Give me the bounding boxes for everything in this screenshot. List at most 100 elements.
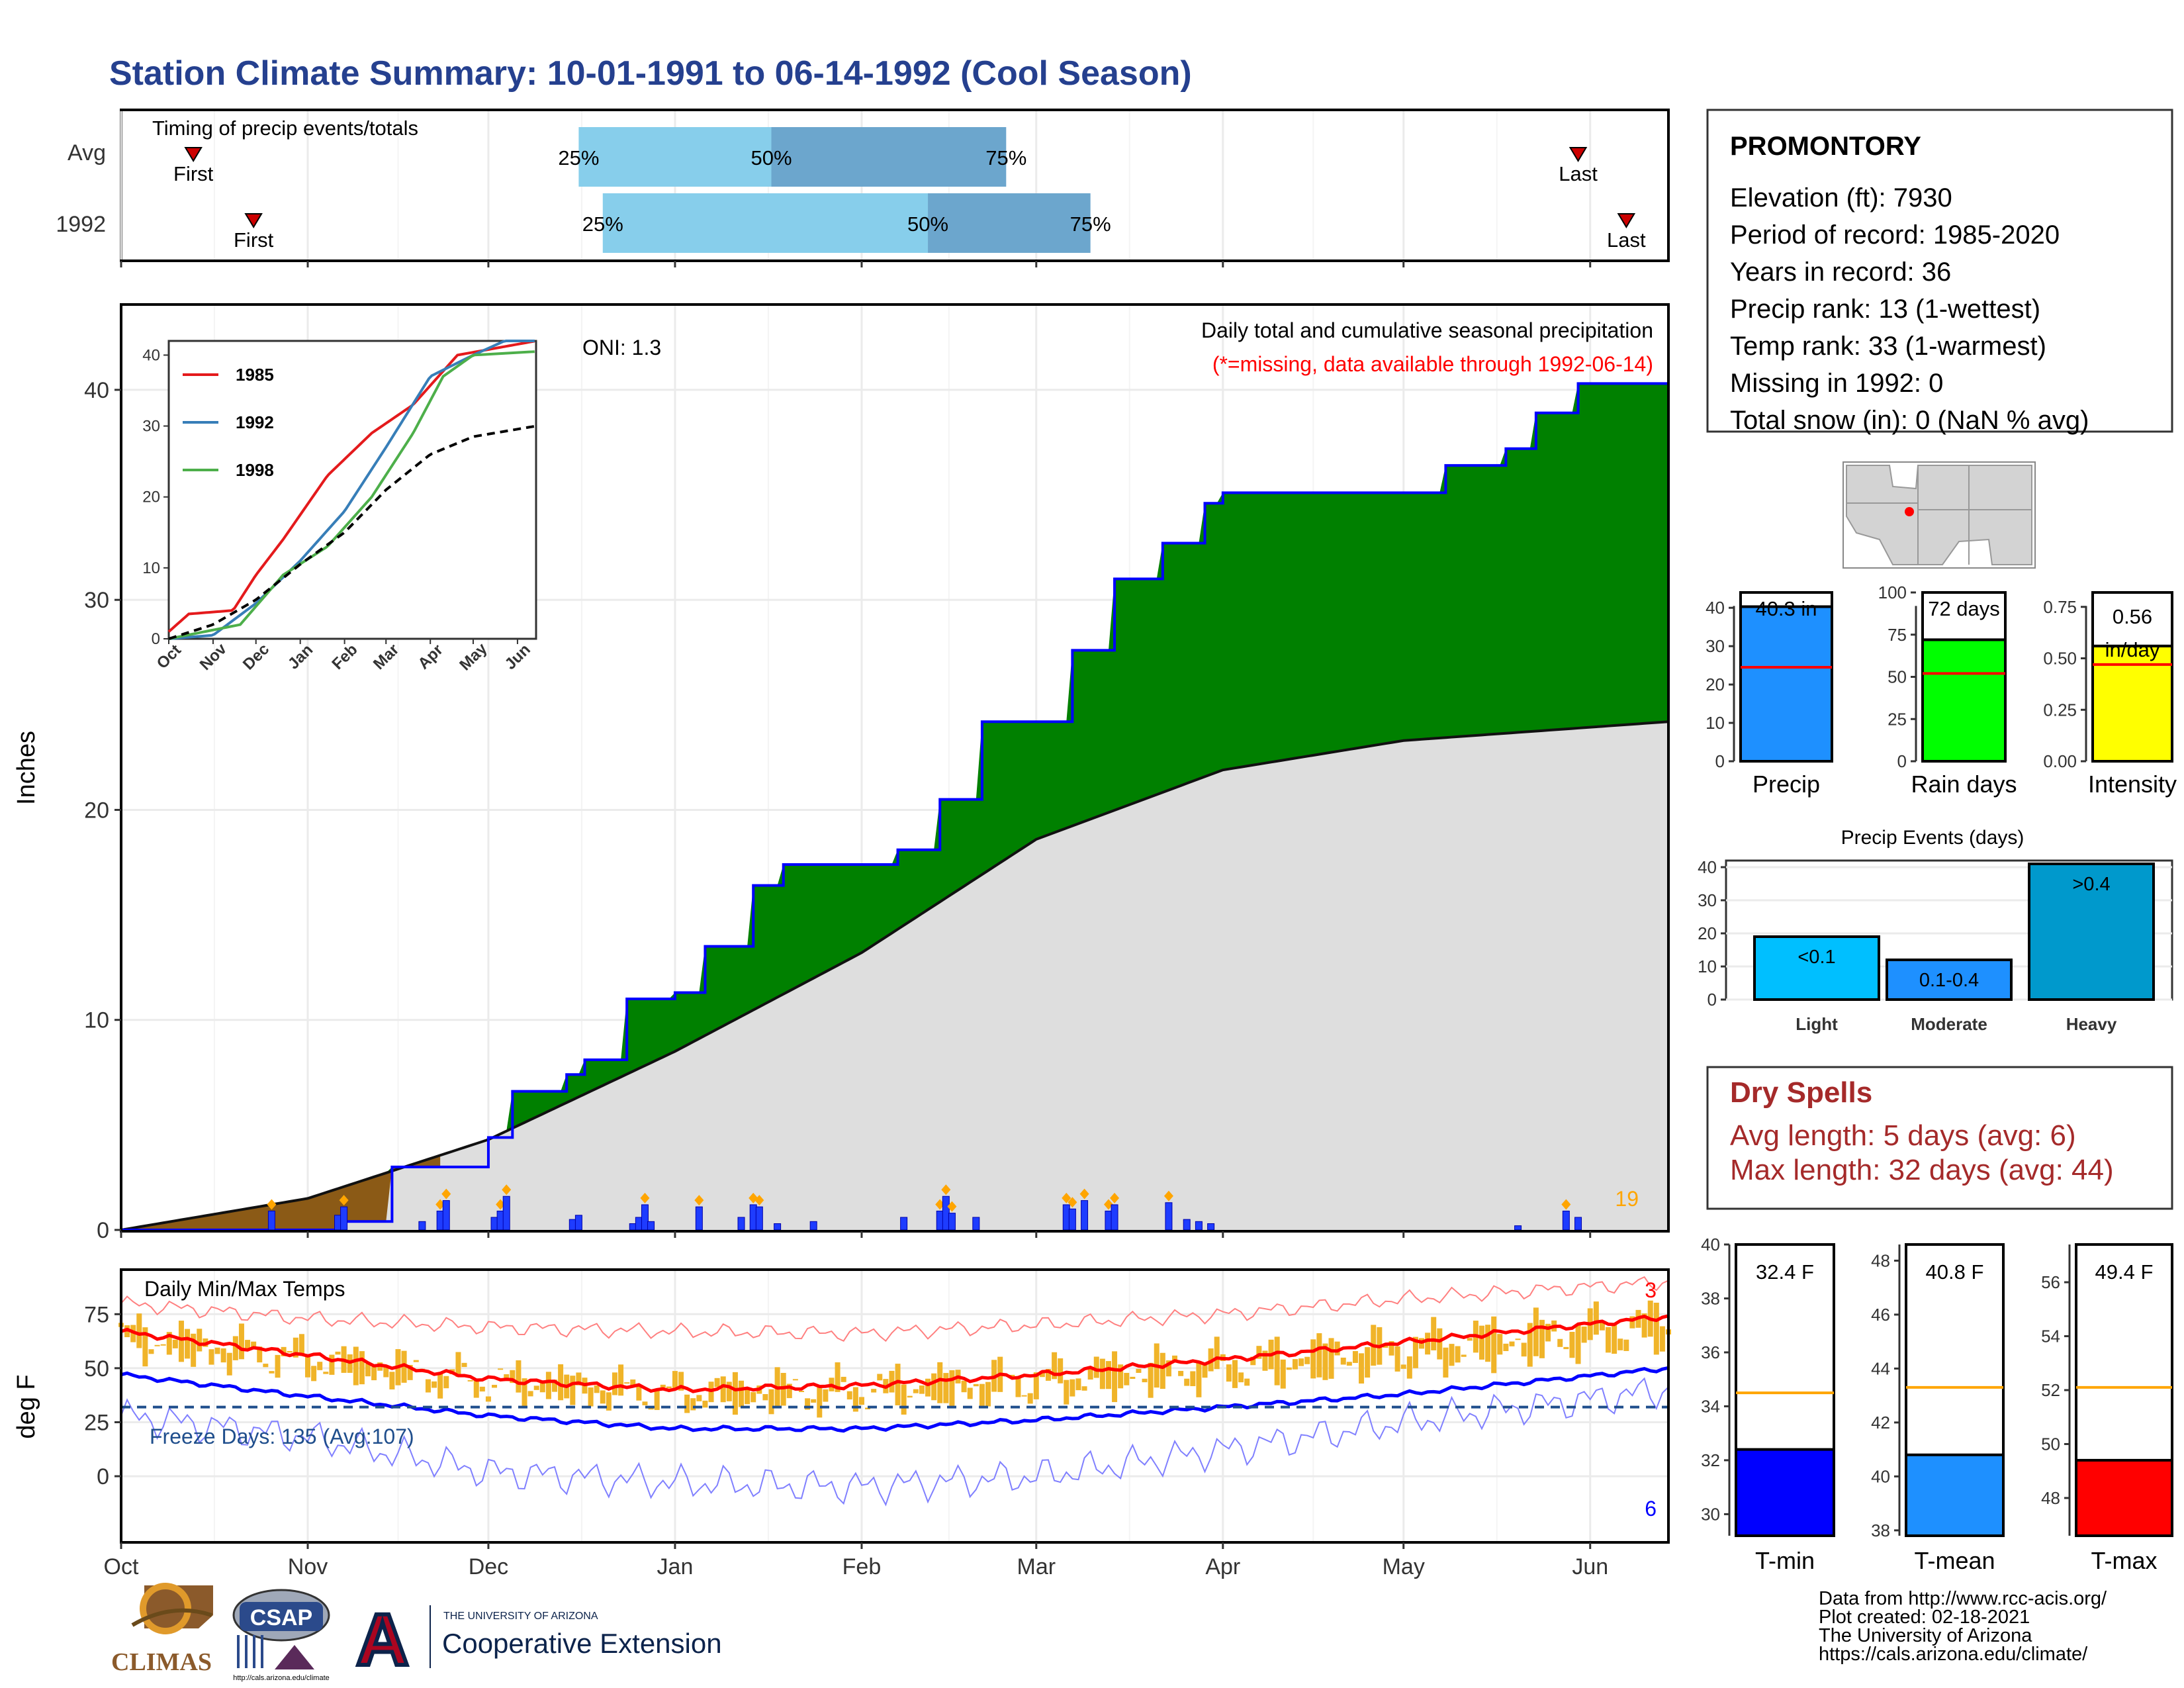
temp-summary-tick-label: 40: [1871, 1466, 1890, 1486]
timing-iqr-upper: [771, 127, 1007, 187]
dry-spells-max: Max length: 32 days (avg: 44): [1730, 1154, 2114, 1186]
daily-temp-bar: [473, 1379, 479, 1398]
daily-temp-bar: [961, 1380, 967, 1393]
daily-temp-bar: [1310, 1339, 1316, 1379]
daily-temp-bar: [1467, 1338, 1473, 1341]
daily-temp-bar: [1599, 1321, 1605, 1331]
daily-temp-bar: [1184, 1378, 1190, 1386]
stat-y-tick-label: 0: [1897, 751, 1907, 771]
timing-iqr-lower: [602, 193, 929, 253]
daily-precip-bar: [695, 1206, 703, 1231]
daily-temp-bar: [1503, 1343, 1509, 1352]
month-label: Jan: [657, 1554, 694, 1579]
temp-summary-t-max: 48 50 52 54 56 49.4 F T-max: [2041, 1243, 2173, 1574]
timing-last-marker: [1569, 147, 1588, 162]
daily-temp-bar: [751, 1391, 756, 1403]
daily-temp-bar: [1394, 1346, 1400, 1372]
heavy-event-marker: [441, 1188, 451, 1199]
daily-temp-bar: [516, 1360, 522, 1393]
temp-summary-tick-label: 46: [1871, 1305, 1890, 1325]
daily-temp-bar: [1039, 1370, 1045, 1378]
daily-temp-bar: [232, 1336, 238, 1360]
daily-temp-bar: [197, 1329, 203, 1352]
daily-temp-bar: [1569, 1331, 1575, 1358]
csap-wordmark: CSAP: [250, 1605, 312, 1630]
daily-temp-bar: [467, 1380, 473, 1382]
temp-summary-xlabel: T-max: [2091, 1547, 2157, 1574]
ua-letter: A: [356, 1599, 408, 1681]
events-y-tick-label: 20: [1698, 923, 1717, 943]
daily-temp-bar: [359, 1351, 365, 1385]
temp-summary-t-mean: 38 40 42 44 46 48 40.8 F T-mean: [1871, 1243, 2005, 1574]
daily-temp-bar: [1316, 1333, 1322, 1378]
station-line: Precip rank: 13 (1-wettest): [1730, 295, 2040, 324]
daily-temp-bar: [1485, 1325, 1491, 1362]
daily-precip-bar: [900, 1217, 908, 1231]
daily-temp-bar: [606, 1392, 612, 1411]
daily-temp-bar: [817, 1385, 823, 1418]
dry-spells-box: Dry Spells Avg length: 5 days (avg: 6) M…: [1706, 1066, 2173, 1210]
daily-temp-bar: [443, 1376, 449, 1389]
events-bar: [1753, 935, 1880, 1001]
daily-precip-bar: [1068, 1208, 1076, 1231]
timing-row-label-avg: Avg: [68, 140, 106, 165]
daily-temp-bar: [841, 1376, 846, 1382]
daily-temp-bar: [558, 1364, 564, 1401]
observed-cumulative-line: [121, 382, 1668, 1231]
stat-y-tick-label: 75: [1888, 625, 1907, 645]
stat-bar-box: [1739, 591, 1833, 608]
daily-temp-bar: [455, 1352, 461, 1378]
temp-summary-fill: [1735, 1448, 1835, 1538]
daily-temp-bar: [792, 1379, 798, 1381]
daily-temp-bar: [1412, 1336, 1418, 1368]
footer-line: https://cals.arizona.edu/climate/: [1819, 1644, 2088, 1665]
daily-temp-bar: [846, 1391, 852, 1400]
temp-summary-tick-label: 30: [1701, 1504, 1720, 1524]
daily-temp-bar: [1479, 1325, 1484, 1360]
daily-temp-bar: [684, 1394, 690, 1413]
footer-line: Plot created: 02-18-2021: [1819, 1607, 2030, 1628]
daily-temp-bar: [1081, 1386, 1087, 1391]
daily-temp-bar: [1406, 1356, 1412, 1379]
daily-temp-bar: [1087, 1367, 1093, 1380]
stat-bar-raindays: 0 25 50 75 100 Rain days 72 days: [1878, 583, 2017, 798]
timing-last-label: Last: [1559, 162, 1598, 185]
daily-temp-bar: [696, 1395, 702, 1401]
daily-temp-bar: [1443, 1347, 1449, 1378]
daily-temp-bar: [251, 1341, 257, 1349]
daily-temp-bar: [1575, 1325, 1581, 1364]
events-x-label: Light: [1796, 1014, 1838, 1034]
record-min-line: [120, 1377, 1669, 1507]
daily-temp-bar: [931, 1373, 937, 1401]
stat-bar-fill: [1739, 605, 1833, 763]
daily-temp-bar: [1437, 1328, 1443, 1360]
heavy-event-marker: [754, 1195, 764, 1206]
ua-big: Cooperative Extension: [442, 1628, 722, 1659]
temp-summary-fill: [1905, 1453, 2005, 1538]
daily-temp-bar: [660, 1384, 666, 1387]
dry-spells-avg: Avg length: 5 days (avg: 6): [1730, 1119, 2076, 1152]
heavy-event-marker: [941, 1184, 951, 1196]
inset-series-1985: [167, 340, 535, 633]
daily-temp-bar: [726, 1382, 732, 1401]
daily-temp-bar: [1256, 1346, 1262, 1359]
avg-max-line: [120, 1314, 1669, 1393]
daily-precip-bar: [502, 1196, 510, 1231]
temp-summary-tick-label: 34: [1701, 1396, 1720, 1416]
daily-temp-bar: [238, 1323, 244, 1360]
daily-temp-bar: [1322, 1343, 1328, 1380]
daily-precip-bar: [1111, 1204, 1118, 1231]
daily-temp-bar: [1641, 1313, 1647, 1338]
daily-temp-bar: [298, 1334, 304, 1356]
heavy-event-marker: [1110, 1192, 1120, 1203]
stat-bar-value: 40.3 in: [1755, 597, 1817, 620]
page-title: Station Climate Summary: 10-01-1991 to 0…: [109, 54, 1192, 93]
stat-y-tick-label: 20: [1706, 675, 1725, 694]
daily-temp-bar: [425, 1379, 431, 1393]
daily-temp-bar: [389, 1372, 395, 1389]
daily-precip-bar: [574, 1215, 582, 1231]
daily-temp-bar: [943, 1373, 949, 1403]
daily-temp-bar: [485, 1396, 491, 1402]
daily-temp-bar: [1058, 1358, 1064, 1383]
daily-precip-bar: [641, 1204, 649, 1231]
